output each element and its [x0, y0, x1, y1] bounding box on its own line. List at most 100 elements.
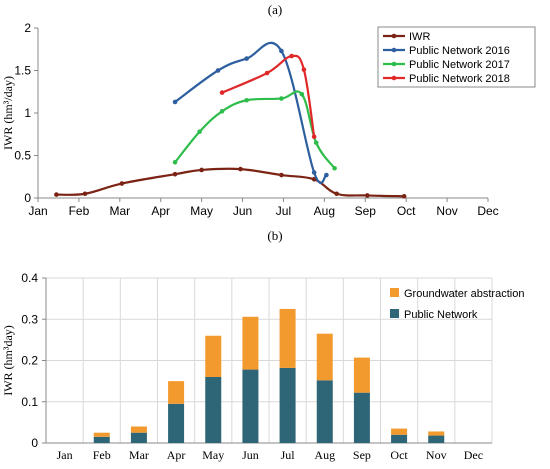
series-line-public-network-2016 — [175, 43, 326, 183]
chart-a-x-tick-label: May — [190, 204, 213, 218]
data-point-iwr — [402, 194, 407, 199]
bar-public-network — [354, 393, 370, 443]
data-point-iwr — [173, 172, 178, 177]
chart-b-x-tick-label: Dec — [464, 448, 483, 462]
bar-public-network — [242, 370, 258, 443]
chart-a-y-tick-label: 0.5 — [14, 149, 31, 163]
chart-b-x-tick-label: Mar — [129, 448, 149, 462]
data-point-public-network-2016 — [324, 173, 329, 178]
data-point-public-network-2016 — [244, 56, 249, 61]
chart-b-x-tick-label: Jul — [281, 448, 296, 462]
chart-b-y-label: IWR (hm³day) — [1, 325, 15, 396]
data-point-iwr — [54, 192, 59, 197]
data-point-iwr — [199, 168, 204, 173]
bar-public-network — [131, 433, 147, 443]
legend-label: Public Network — [404, 309, 478, 321]
legend-label: Public Network 2017 — [409, 59, 510, 71]
data-point-public-network-2018 — [220, 90, 225, 95]
chart-b-x-tick-label: Jun — [242, 448, 259, 462]
chart-b-x-tick-label: Apr — [167, 448, 186, 462]
data-point-iwr — [238, 167, 243, 172]
bar-groundwater-abstraction — [428, 431, 444, 435]
bar-public-network — [280, 368, 296, 443]
data-point-iwr — [334, 191, 339, 196]
chart-a-x-tick-label: Oct — [397, 204, 416, 218]
data-point-public-network-2018 — [302, 67, 307, 72]
chart-b-y-tick-label: 0.4 — [21, 271, 38, 285]
legend-marker — [392, 48, 397, 53]
data-point-public-network-2016 — [173, 100, 178, 105]
data-point-public-network-2016 — [216, 68, 221, 73]
legend-label: Public Network 2018 — [409, 73, 510, 85]
data-point-public-network-2016 — [312, 170, 317, 175]
series-line-iwr — [56, 169, 404, 197]
legend-marker — [392, 76, 397, 81]
chart-a-y-tick-label: 1 — [24, 106, 31, 120]
data-point-public-network-2017 — [197, 129, 202, 134]
data-point-public-network-2017 — [244, 98, 249, 103]
data-point-iwr — [120, 181, 125, 186]
bar-public-network — [168, 404, 184, 443]
chart-b-y-tick-label: 0.1 — [21, 395, 38, 409]
legend-swatch — [390, 309, 399, 318]
chart-a-x-tick-label: Feb — [69, 204, 90, 218]
series-line-public-network-2018 — [222, 56, 314, 137]
data-point-public-network-2017 — [279, 96, 284, 101]
chart-b-title: (b) — [267, 228, 282, 243]
legend-swatch — [390, 288, 399, 297]
bar-public-network — [317, 380, 333, 443]
bar-public-network — [391, 435, 407, 443]
chart-a-x-tick-label: Mar — [109, 204, 130, 218]
bar-groundwater-abstraction — [242, 317, 258, 370]
bar-groundwater-abstraction — [168, 381, 184, 404]
bar-public-network — [94, 437, 110, 443]
chart-a-y-tick-label: 2 — [24, 21, 31, 35]
chart-b-y-tick-label: 0.3 — [21, 312, 38, 326]
chart-a-x-tick-label: Aug — [314, 204, 335, 218]
legend-marker — [392, 62, 397, 67]
chart-a-title: (a) — [268, 2, 282, 17]
chart-b: (b) 0 0.1 0.2 0.3 0.4 IWR (hm³day) Jan Feb Mar Apr… — [1, 228, 524, 462]
data-point-iwr — [83, 191, 88, 196]
data-point-public-network-2018 — [312, 135, 317, 140]
data-point-public-network-2017 — [300, 92, 305, 97]
data-point-public-network-2017 — [220, 109, 225, 114]
chart-a-y-tick-label: 0 — [24, 191, 31, 205]
data-point-public-network-2018 — [289, 54, 294, 59]
chart-b-x-tick-label: Feb — [93, 448, 111, 462]
bar-groundwater-abstraction — [317, 334, 333, 381]
chart-a-x-tick-label: Nov — [436, 204, 457, 218]
chart-a: (a) 0 0.5 1 1.5 2 Jan Feb Mar Apr May Jun Jul Aug Sep O… — [1, 2, 535, 218]
bar-groundwater-abstraction — [94, 433, 110, 437]
chart-a-x-tick-label: Sep — [355, 204, 377, 218]
chart-a-x-tick-label: Jan — [28, 204, 47, 218]
data-point-public-network-2016 — [279, 49, 284, 54]
legend-label: Public Network 2016 — [409, 45, 510, 57]
legend-marker — [392, 34, 397, 39]
chart-b-x-tick-label: Nov — [426, 448, 447, 462]
chart-b-y-tick-label: 0.2 — [21, 354, 38, 368]
chart-a-y-label: IWR (hm³/day) — [1, 76, 15, 150]
legend-label: IWR — [409, 31, 430, 43]
data-point-iwr — [279, 173, 284, 178]
bar-public-network — [428, 436, 444, 443]
data-point-iwr — [365, 193, 370, 198]
chart-b-x-tick-label: Oct — [390, 448, 408, 462]
data-point-public-network-2017 — [332, 166, 337, 171]
chart-b-x-tick-label: May — [202, 448, 224, 462]
chart-a-y-tick-label: 1.5 — [14, 64, 31, 78]
bar-groundwater-abstraction — [391, 429, 407, 435]
bar-public-network — [205, 377, 221, 443]
chart-b-x-tick-label: Aug — [314, 448, 335, 462]
chart-a-x-tick-label: Dec — [477, 204, 498, 218]
data-point-public-network-2017 — [314, 140, 319, 145]
bar-groundwater-abstraction — [205, 336, 221, 377]
bar-groundwater-abstraction — [131, 427, 147, 433]
data-point-public-network-2018 — [265, 71, 270, 76]
chart-b-y-tick-label: 0 — [31, 436, 38, 450]
chart-b-x-tick-label: Sep — [353, 448, 371, 462]
data-point-public-network-2017 — [173, 160, 178, 165]
chart-a-x-tick-label: Apr — [151, 204, 170, 218]
legend-label: Groundwater abstraction — [404, 288, 524, 300]
